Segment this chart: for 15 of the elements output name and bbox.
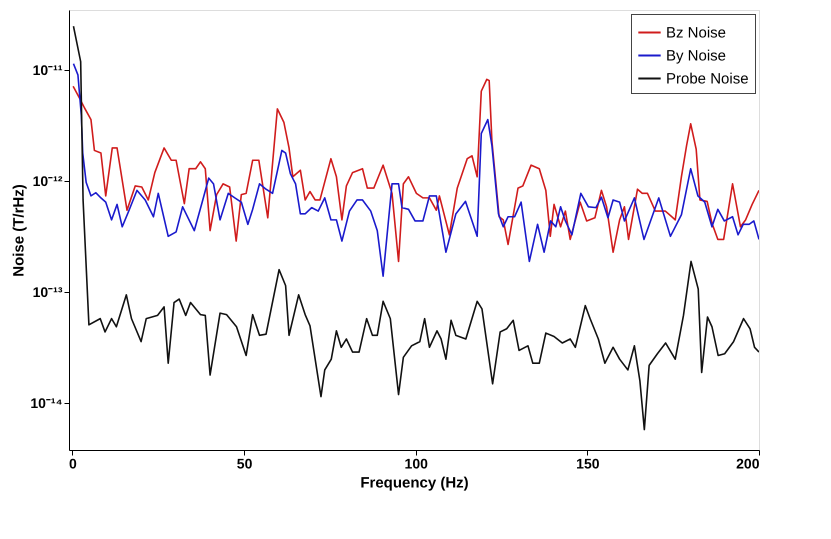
x-tick-label: 0 — [69, 456, 78, 472]
line-series — [72, 25, 759, 430]
legend-label: Bz Noise — [666, 24, 726, 42]
legend-label: Probe Noise — [666, 70, 749, 88]
y-tick-label: 10⁻¹¹ — [32, 62, 63, 78]
y-tick-label: 10⁻¹⁴ — [30, 394, 63, 411]
y-axis-title: Noise (T/rHz) — [10, 184, 28, 277]
x-tick-label: 200 — [736, 456, 760, 472]
x-tick-label: 150 — [576, 456, 600, 472]
x-tick-label: 50 — [236, 456, 253, 472]
legend-label: By Noise — [666, 48, 726, 64]
x-axis-title: Frequency (Hz) — [360, 474, 469, 492]
y-tick-label: 10⁻¹² — [32, 172, 63, 189]
y-tick-label: 10⁻¹³ — [32, 284, 63, 300]
x-tick-label: 100 — [404, 456, 428, 472]
